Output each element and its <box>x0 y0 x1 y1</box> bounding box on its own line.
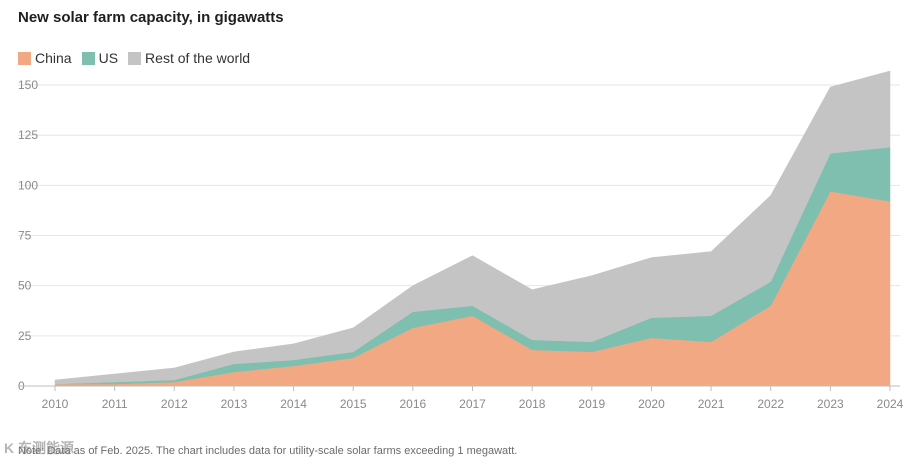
legend-item-rest: Rest of the world <box>128 50 250 66</box>
legend-item-us: US <box>81 50 119 66</box>
legend-item-china: China <box>18 50 72 66</box>
area-rest <box>54 70 891 385</box>
y-tick-label-150: 150 <box>18 78 38 92</box>
x-tick-label-2020: 2020 <box>638 397 665 411</box>
legend-swatch-rest <box>128 51 142 65</box>
y-tick-label-75: 75 <box>18 229 32 243</box>
chart-note: Note: Data as of Feb. 2025. The chart in… <box>18 445 518 457</box>
x-tick-label-2016: 2016 <box>400 397 427 411</box>
legend-swatch-china <box>18 51 31 65</box>
area-series <box>54 70 891 387</box>
chart-title: New solar farm capacity, in gigawatts <box>18 9 284 26</box>
legend-label-rest: Rest of the world <box>145 50 251 66</box>
x-tick-label-2010: 2010 <box>42 397 69 411</box>
legend: China US Rest of the world <box>18 50 260 66</box>
x-tick-label-2024: 2024 <box>877 397 904 411</box>
x-tick-label-2013: 2013 <box>221 397 248 411</box>
legend-label-us: US <box>98 50 119 66</box>
x-tick-label-2014: 2014 <box>280 397 307 411</box>
y-tick-label-25: 25 <box>18 329 32 343</box>
x-tick-label-2017: 2017 <box>459 397 486 411</box>
x-tick-label-2022: 2022 <box>757 397 784 411</box>
x-tick-label-2021: 2021 <box>698 397 725 411</box>
legend-swatch-us <box>81 51 95 65</box>
y-tick-label-100: 100 <box>18 178 38 192</box>
x-tick-label-2019: 2019 <box>578 397 605 411</box>
x-tick-label-2018: 2018 <box>519 397 546 411</box>
y-tick-label-125: 125 <box>18 128 38 142</box>
y-tick-label-50: 50 <box>18 279 32 293</box>
x-tick-label-2023: 2023 <box>817 397 844 411</box>
watermark-logo: K 东测能源 <box>4 440 74 456</box>
x-tick-label-2011: 2011 <box>102 397 128 411</box>
x-tick-label-2015: 2015 <box>340 397 367 411</box>
x-tick-label-2012: 2012 <box>161 397 188 411</box>
legend-label-china: China <box>35 50 72 66</box>
